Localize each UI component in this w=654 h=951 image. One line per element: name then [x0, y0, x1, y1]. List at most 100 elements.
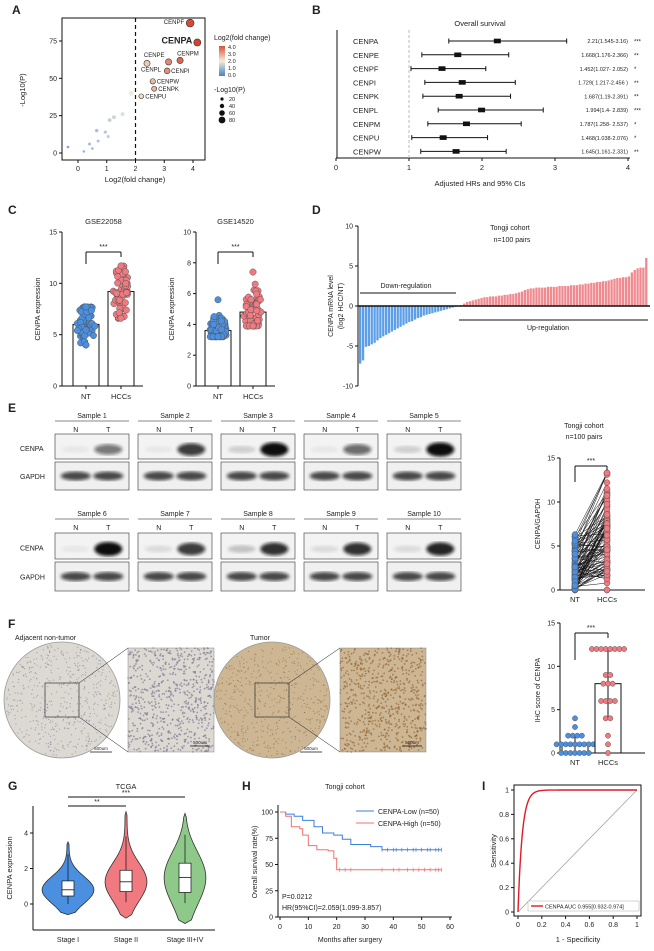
tissue-cell	[185, 684, 188, 687]
tissue-speck	[47, 686, 49, 688]
tissue-cell	[419, 707, 422, 709]
tissue-speck	[49, 735, 52, 737]
tissue-cell	[364, 737, 366, 740]
tissue-speck	[231, 676, 233, 678]
tissue-speck	[271, 713, 274, 715]
tissue-cell	[409, 743, 412, 746]
tissue-speck	[67, 673, 69, 675]
y-tick-label: 25	[49, 113, 57, 120]
tissue-speck	[233, 689, 236, 691]
tissue-cell	[208, 675, 211, 678]
tissue-speck	[44, 662, 46, 665]
tissue-speck	[263, 741, 266, 743]
tissue-speck	[216, 690, 218, 692]
tissue-speck	[40, 654, 42, 657]
tissue-speck	[323, 695, 325, 697]
tissue-speck	[256, 707, 259, 709]
y-tick-label: 1	[505, 788, 509, 795]
tissue-speck	[313, 673, 315, 675]
tissue-cell	[413, 746, 415, 749]
tissue-cell	[137, 688, 140, 690]
tissue-speck	[303, 702, 305, 705]
tissue-cell	[159, 747, 162, 750]
tissue-cell	[183, 715, 185, 718]
tissue-speck	[294, 736, 296, 738]
tissue-speck	[318, 680, 320, 683]
tissue-cell	[142, 737, 145, 740]
tissue-speck	[278, 664, 280, 666]
tissue-speck	[46, 662, 48, 664]
tissue-speck	[260, 690, 262, 692]
tissue-speck	[309, 678, 311, 680]
tissue-cell	[398, 749, 401, 751]
tissue-cell	[384, 695, 387, 698]
y-axis-label-2: (log2 HCC/NT)	[338, 283, 345, 329]
significance-stars: ***	[122, 790, 130, 797]
tissue-speck	[55, 658, 58, 660]
tissue-cell	[368, 684, 371, 686]
tissue-cell	[196, 688, 199, 690]
tissue-cell	[211, 744, 214, 747]
tissue-cell	[171, 657, 174, 660]
tissue-cell	[152, 713, 155, 716]
tissue-speck	[323, 705, 325, 707]
tissue-cell	[411, 684, 414, 686]
hcc-point	[603, 469, 611, 477]
pair-line	[574, 553, 608, 559]
tissue-cell	[392, 697, 395, 699]
tissue-cell	[180, 720, 183, 723]
tissue-cell	[393, 657, 396, 660]
tissue-speck	[10, 708, 12, 711]
tissue-speck	[29, 671, 31, 674]
tissue-cell	[378, 705, 381, 707]
tissue-speck	[64, 701, 66, 703]
tissue-speck	[35, 673, 37, 675]
cenpa-band	[260, 442, 289, 457]
tissue-cell	[379, 714, 381, 716]
tissue-speck	[51, 727, 54, 729]
tissue-cell	[183, 651, 186, 654]
volcano-point	[151, 85, 158, 92]
bar	[489, 296, 492, 306]
cenpa-band	[227, 545, 256, 553]
tissue-speck	[289, 708, 292, 710]
tissue-speck	[224, 693, 226, 696]
tissue-cell	[363, 702, 366, 705]
tissue-speck	[31, 707, 33, 709]
tissue-speck	[77, 743, 79, 745]
tissue-cell	[208, 652, 211, 655]
tissue-speck	[66, 670, 68, 672]
tissue-speck	[224, 721, 226, 724]
tissue-cell	[187, 735, 189, 738]
tissue-cell	[176, 687, 179, 690]
tissue-speck	[47, 647, 50, 649]
tissue-speck	[293, 650, 295, 653]
tissue-speck	[88, 706, 90, 708]
tissue-speck	[64, 658, 66, 660]
tissue-speck	[243, 714, 245, 716]
tissue-cell	[203, 705, 206, 708]
tissue-speck	[231, 665, 233, 667]
tissue-speck	[239, 709, 241, 712]
tissue-cell	[342, 737, 345, 740]
tissue-speck	[288, 670, 290, 672]
tissue-speck	[52, 754, 54, 756]
tissue-speck	[80, 730, 82, 733]
tissue-speck	[57, 647, 59, 649]
bar	[512, 294, 515, 306]
sample-label: Sample 8	[243, 511, 273, 518]
tissue-speck	[285, 688, 288, 690]
legend-box	[527, 900, 640, 912]
tissue-cell	[382, 666, 385, 669]
tissue-speck	[228, 678, 230, 680]
tissue-cell	[148, 650, 150, 653]
pair-line	[574, 520, 608, 552]
tissue-speck	[273, 679, 276, 681]
bar	[578, 284, 581, 306]
tissue-cell	[143, 706, 146, 709]
tissue-cell	[198, 649, 201, 652]
tissue-cell	[341, 657, 344, 660]
tissue-cell	[197, 747, 200, 750]
tissue-cell	[193, 737, 196, 740]
tissue-cell	[183, 658, 186, 661]
